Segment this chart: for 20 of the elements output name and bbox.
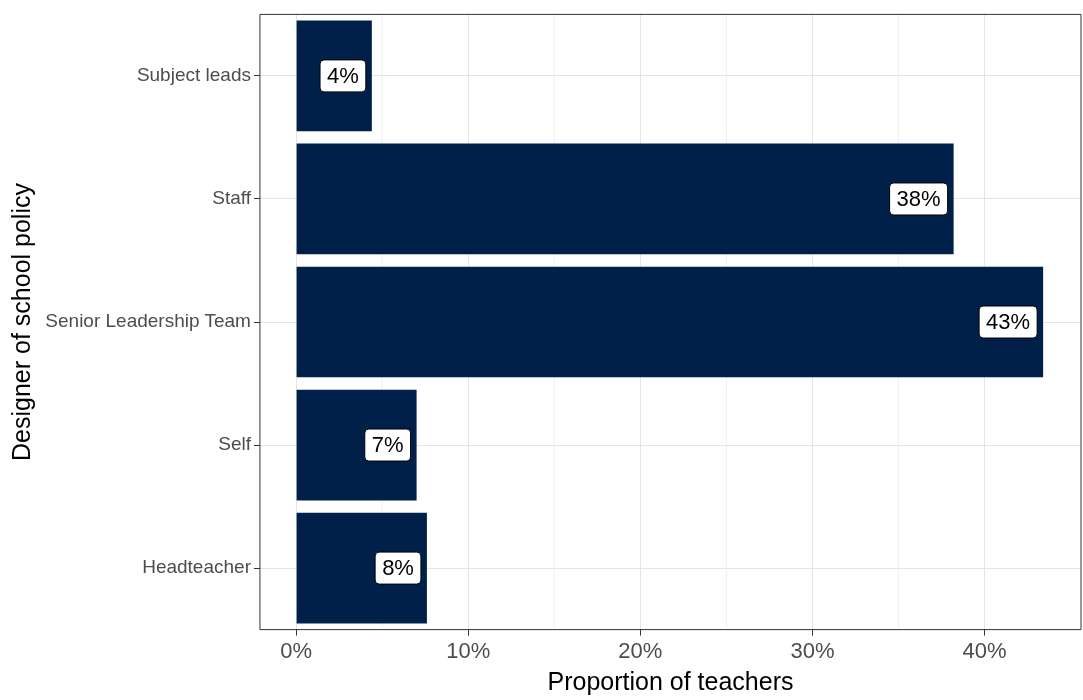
x-tick-label: 30% [790,637,835,663]
y-tick-label: Staff [212,187,252,209]
bar [296,512,427,624]
x-tick-label: 10% [446,637,491,663]
x-axis-title: Proportion of teachers [547,666,794,695]
x-tick-label: 40% [962,637,1007,663]
x-tick-label: 20% [618,637,663,663]
bar [296,143,954,255]
data-label: 43% [986,309,1031,335]
data-label: 7% [371,432,404,458]
x-tick-label: 0% [280,637,312,663]
data-label: 4% [327,62,359,88]
y-tick-label: Headteacher [142,556,252,578]
bar [296,266,1044,378]
data-label: 8% [382,555,414,581]
y-tick-label: Subject leads [136,64,251,86]
y-tick-label: Self [218,433,252,455]
y-axis-title: Designer of school policy [6,182,35,461]
data-label: 38% [896,186,941,212]
y-tick-label: Senior Leadership Team [45,310,251,332]
